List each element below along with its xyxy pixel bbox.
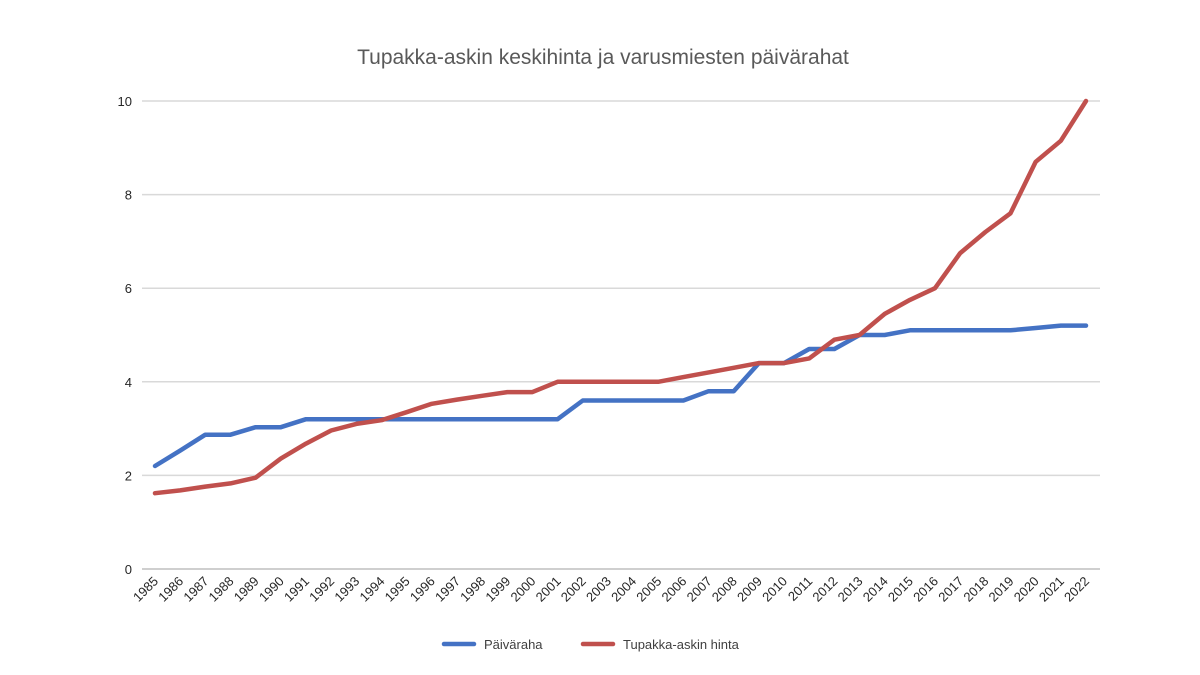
legend-label: Päiväraha	[484, 637, 543, 652]
series-2	[152, 98, 1089, 496]
x-tick-label: 2016	[910, 574, 941, 605]
x-tick-label: 1997	[432, 574, 463, 605]
y-tick-label: 4	[125, 375, 132, 390]
x-tick-label: 1991	[281, 574, 312, 605]
x-tick-label: 2017	[935, 574, 966, 605]
y-tick-label: 2	[125, 468, 132, 483]
x-tick-label: 2005	[633, 574, 664, 605]
x-tick-label: 2012	[809, 574, 840, 605]
x-tick-label: 2013	[835, 574, 866, 605]
chart-title: Tupakka-askin keskihinta ja varusmiesten…	[357, 46, 849, 69]
x-tick-label: 2003	[583, 574, 614, 605]
x-tick-label: 2004	[608, 574, 639, 605]
x-tick-label: 1994	[357, 574, 388, 605]
y-tick-label: 6	[125, 281, 132, 296]
x-axis-ticks: 1985198619871988198919901991199219931994…	[130, 574, 1092, 605]
series-1	[152, 323, 1089, 469]
x-tick-label: 2019	[986, 574, 1017, 605]
x-tick-label: 1988	[206, 574, 237, 605]
series-line	[152, 98, 1089, 496]
x-tick-label: 1995	[382, 574, 413, 605]
gridlines	[142, 100, 1100, 570]
x-tick-label: 2014	[860, 574, 891, 605]
x-tick-label: 2009	[734, 574, 765, 605]
y-tick-label: 10	[118, 94, 132, 109]
x-tick-label: 2018	[960, 574, 991, 605]
legend: Päiväraha Tupakka-askin hinta	[441, 637, 740, 652]
x-tick-label: 1993	[331, 574, 362, 605]
x-tick-label: 2008	[709, 574, 740, 605]
x-tick-label: 1990	[256, 574, 287, 605]
x-tick-label: 2002	[558, 574, 589, 605]
x-tick-label: 1992	[306, 574, 337, 605]
x-tick-label: 1996	[407, 574, 438, 605]
x-tick-label: 1999	[482, 574, 513, 605]
x-tick-label: 2022	[1061, 574, 1092, 605]
x-tick-label: 2021	[1036, 574, 1067, 605]
x-tick-label: 1998	[457, 574, 488, 605]
y-tick-label: 0	[125, 562, 132, 577]
x-tick-label: 1989	[231, 574, 262, 605]
x-tick-label: 2000	[507, 574, 538, 605]
x-tick-label: 2001	[533, 574, 564, 605]
series-line	[152, 323, 1089, 469]
legend-item: Päiväraha	[441, 637, 543, 652]
x-tick-label: 1985	[130, 574, 161, 605]
x-tick-label: 2015	[885, 574, 916, 605]
x-tick-label: 2006	[658, 574, 689, 605]
x-tick-label: 1987	[180, 574, 211, 605]
x-tick-label: 1986	[155, 574, 186, 605]
y-tick-label: 8	[125, 188, 132, 203]
legend-item: Tupakka-askin hinta	[580, 637, 740, 652]
x-tick-label: 2011	[785, 574, 815, 604]
series-lines	[152, 98, 1089, 496]
x-tick-label: 2020	[1011, 574, 1042, 605]
x-tick-label: 2007	[684, 574, 715, 605]
y-axis-ticks: 0 2 4 6 8 10	[118, 94, 132, 577]
legend-label: Tupakka-askin hinta	[623, 637, 740, 652]
x-tick-label: 2010	[759, 574, 790, 605]
